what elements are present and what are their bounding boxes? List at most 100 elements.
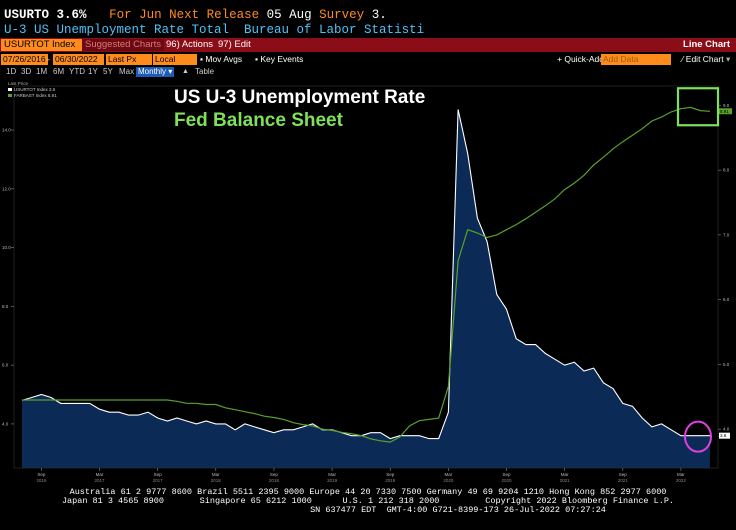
table-button[interactable]: Table xyxy=(195,67,215,76)
collapse-icon[interactable]: ▾ xyxy=(726,54,731,64)
toolbar-bar xyxy=(0,38,736,52)
fed-balance-point-2017-12 xyxy=(186,403,187,404)
frequency-select[interactable]: Monthly ▾ xyxy=(136,67,175,77)
period-tab-6m[interactable]: 6M xyxy=(53,67,65,76)
fed-balance-point-2017-07 xyxy=(138,399,139,400)
fed-balance-point-2019-10 xyxy=(399,436,400,437)
fed-balance-point-2018-12 xyxy=(302,424,303,425)
header-line-1: USURTO 3.6% For Jun Next Release 05 Aug … xyxy=(4,8,387,22)
x-tick-label: Mar xyxy=(212,472,220,477)
fed-balance-point-2017-08 xyxy=(147,399,148,400)
x-tick-year: 2018 xyxy=(211,478,222,483)
unemployment-area-layer xyxy=(22,109,710,468)
fed-balance-point-2020-06 xyxy=(477,232,478,233)
unemployment-point-2019-10 xyxy=(399,435,400,436)
unemployment-point-2021-03 xyxy=(564,365,565,366)
chart-title: US U-3 Unemployment Rate xyxy=(174,87,425,108)
fed-balance-point-2017-09 xyxy=(157,399,158,400)
period-tab-3d[interactable]: 3D xyxy=(21,67,32,76)
suggested-charts-button[interactable]: Suggested Charts xyxy=(82,39,165,51)
price-field-select[interactable]: Last Px xyxy=(106,54,152,65)
period-tab-1y[interactable]: 1Y xyxy=(88,67,98,76)
fed-balance-point-2019-07 xyxy=(370,438,371,439)
period-tab-max[interactable]: Max xyxy=(119,67,135,76)
fed-balance-point-2021-05 xyxy=(583,175,584,176)
fed-balance-point-2021-01 xyxy=(545,205,546,206)
unemployment-point-2016-10 xyxy=(51,397,52,398)
key-events-label: Key Events xyxy=(260,54,304,64)
add-data-input[interactable]: Add Data xyxy=(601,54,671,65)
unemployment-point-2017-07 xyxy=(138,415,139,416)
fed-balance-line xyxy=(22,106,711,443)
fed-balance-point-2017-02 xyxy=(89,399,90,400)
fed-balance-point-2018-05 xyxy=(235,409,236,410)
unemployment-point-2019-07 xyxy=(370,432,371,433)
actions-menu[interactable]: 96) Actions xyxy=(166,39,213,50)
x-tick-year: 2017 xyxy=(95,478,106,483)
right-tick-label: 9.0 xyxy=(723,103,730,108)
unemployment-point-2017-11 xyxy=(176,417,177,418)
period-tab-1d[interactable]: 1D xyxy=(6,67,17,76)
fed-highlight-box xyxy=(676,87,720,127)
x-tick-label: Sep xyxy=(37,472,46,477)
unemployment-point-2020-03 xyxy=(448,412,449,413)
fed-balance-point-2017-06 xyxy=(128,399,129,400)
fed-balance-point-2022-06 xyxy=(709,111,710,112)
period-tab-1m[interactable]: 1M xyxy=(36,67,48,76)
fed-balance-point-2020-11 xyxy=(525,218,526,219)
unemployment-point-2018-04 xyxy=(225,423,226,424)
legend-swatch-fed xyxy=(8,94,12,97)
start-date-field[interactable]: 07/26/2016 xyxy=(1,54,48,65)
unemployment-point-2017-03 xyxy=(99,409,100,410)
current-value: 3.6% xyxy=(56,8,87,22)
edit-chart-button[interactable]: ⁄ Edit Chart xyxy=(682,54,724,64)
last-value-fed: 8.91 xyxy=(720,109,729,114)
chart-subtitle: Fed Balance Sheet xyxy=(174,110,344,131)
x-tick-year: 2022 xyxy=(676,478,687,483)
period-tab-5y[interactable]: 5Y xyxy=(103,67,113,76)
unemployment-point-2018-05 xyxy=(235,429,236,430)
unemployment-point-2018-03 xyxy=(215,423,216,424)
fed-balance-point-2019-02 xyxy=(322,429,323,430)
security-field[interactable]: USURTOT Index xyxy=(1,39,83,51)
fed-balance-point-2021-07 xyxy=(603,157,604,158)
mov-avgs-toggle[interactable]: ▪ Mov Avgs xyxy=(200,54,243,64)
fed-balance-point-2020-04 xyxy=(458,260,459,261)
unemployment-point-2018-12 xyxy=(302,426,303,427)
legend-fed: FARBAST Index 8.91 xyxy=(14,93,57,98)
x-tick-year: 2021 xyxy=(618,478,629,483)
for-period: For Jun xyxy=(109,8,162,22)
fed-balance-point-2021-10 xyxy=(632,135,633,136)
mov-avgs-label: Mov Avgs xyxy=(205,54,243,64)
left-tick-label: 12.0 xyxy=(2,186,11,191)
unemployment-point-2021-10 xyxy=(632,406,633,407)
x-tick-year: 2020 xyxy=(501,478,512,483)
end-date-field[interactable]: 06/30/2022 xyxy=(53,54,104,65)
unemployment-point-2022-01 xyxy=(661,423,662,424)
unemployment-point-2018-07 xyxy=(254,426,255,427)
x-tick-year: 2017 xyxy=(153,478,164,483)
line-icon[interactable]: ▲ xyxy=(182,68,189,75)
legend-unemp: USURTOT Index 3.6 xyxy=(14,87,56,92)
unemployment-point-2018-08 xyxy=(264,429,265,430)
edit-menu[interactable]: 97) Edit xyxy=(218,39,251,50)
unemployment-point-2020-01 xyxy=(428,438,429,439)
quick-add-menu[interactable]: + Quick-Add xyxy=(557,54,605,64)
x-tick-year: 2016 xyxy=(36,478,47,483)
unemployment-line xyxy=(21,109,710,440)
chart-svg: 4.0 6.0 8.0 10.0 12.0 14.0 4.0 5.0 6.0 7.0 8.0 9.0 S… xyxy=(2,81,732,483)
unemployment-point-2022-03 xyxy=(680,435,681,436)
x-tick-label: Mar xyxy=(328,472,336,477)
key-events-toggle[interactable]: ▪ Key Events xyxy=(255,54,304,64)
period-tab-ytd[interactable]: YTD xyxy=(69,67,85,76)
x-tick-year: 2018 xyxy=(269,478,280,483)
security-description: U-3 US Unemployment Rate Total Bureau of… xyxy=(4,23,425,37)
fed-balance-point-2020-07 xyxy=(487,237,488,238)
unemployment-point-2021-09 xyxy=(622,403,623,404)
ticker: USURTO xyxy=(4,8,50,22)
unemployment-point-2017-04 xyxy=(109,412,110,413)
currency-select[interactable]: Local CCY xyxy=(153,54,197,75)
unemployment-point-2018-11 xyxy=(293,429,294,430)
unemployment-point-2019-11 xyxy=(409,435,410,436)
fed-balance-point-2019-09 xyxy=(390,442,391,443)
